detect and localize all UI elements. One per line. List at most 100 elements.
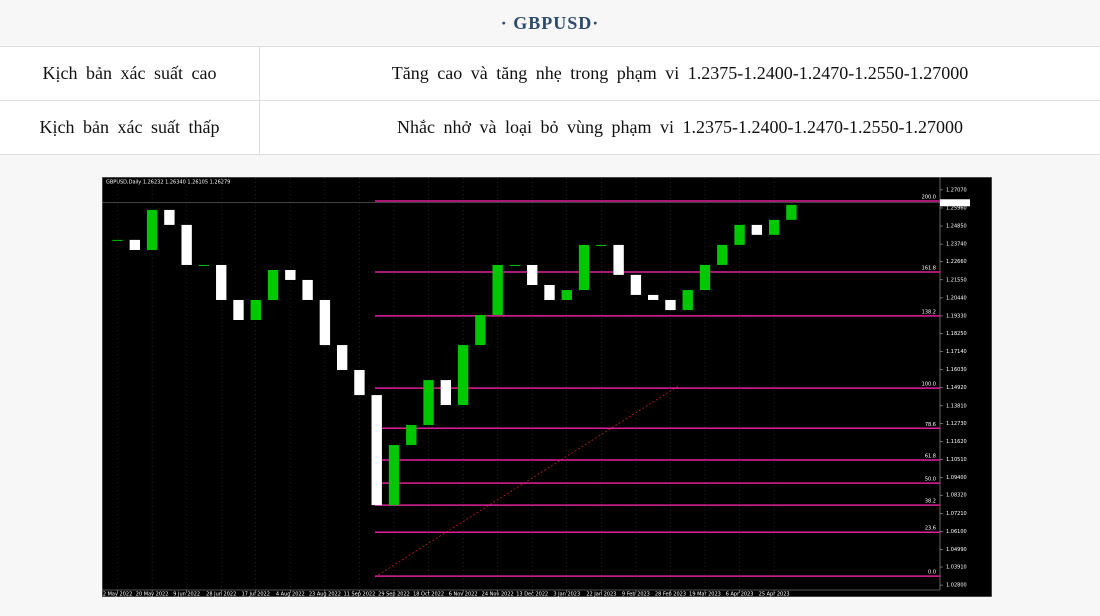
x-tick-label: 9 Feb 2023 <box>622 592 650 598</box>
y-tick-label: 1.04990 <box>946 547 967 553</box>
x-tick-label: 13 Dec 2022 <box>516 592 548 598</box>
x-tick-label: 28 Jun 2022 <box>206 592 236 598</box>
candle-body <box>475 314 486 346</box>
x-tick-label: 11 Sep 2022 <box>344 592 376 598</box>
y-tick-label: 1.03910 <box>946 565 967 571</box>
candle-body <box>786 204 797 220</box>
y-tick-label: 1.25960 <box>946 205 967 211</box>
x-tick-label: 6 Nov 2022 <box>449 592 478 598</box>
fib-label: 38.2 <box>925 499 936 505</box>
candle-body <box>129 239 141 250</box>
y-tick-label: 1.22660 <box>946 259 967 265</box>
candle-body <box>406 425 417 446</box>
y-tick-label: 1.06100 <box>946 529 967 535</box>
x-tick-label: 2 May 2022 <box>103 592 132 598</box>
candle-body <box>371 395 382 506</box>
candle-body <box>164 209 175 225</box>
row: Kịch bản xác suất thấp Nhắc nhở và loại b… <box>0 100 1100 155</box>
cell: Kịch bản xác suất thấp <box>0 100 260 155</box>
candle-body <box>699 264 711 291</box>
candle-body <box>181 224 192 265</box>
x-tick-label: 22 Jan 2023 <box>586 592 616 598</box>
y-tick-label: 1.10510 <box>946 457 967 463</box>
fib-label: 138.2 <box>922 309 936 315</box>
row: Kịch bản xác suất cao Tăng cao và tăng nh… <box>0 47 1100 101</box>
candle-body <box>267 270 279 300</box>
current-price-label: 1.26279 <box>943 200 964 206</box>
candle-body <box>388 445 400 506</box>
fib-label: 50.0 <box>925 477 936 483</box>
current-price-tag <box>940 199 970 207</box>
header-title: · GBPUSD· <box>0 0 1100 47</box>
y-tick-label: 1.02800 <box>946 583 967 589</box>
candle-body <box>354 369 365 396</box>
x-tick-label: 4 Aug 2022 <box>276 592 305 598</box>
chart-frame <box>102 177 992 597</box>
y-tick-label: 1.11620 <box>946 439 967 445</box>
cell: Kịch bản xác suất cao <box>0 47 260 101</box>
price-chart: GBPUSD,Daily 1.26232 1.26340 1.26105 1.2… <box>102 177 992 597</box>
scenario-table: Kịch bản xác suất cao Tăng cao và tăng nh… <box>0 47 1100 155</box>
candle-body <box>527 264 538 285</box>
y-tick-label: 1.17140 <box>946 349 967 355</box>
candle-body <box>596 244 607 246</box>
candle-body <box>285 270 296 280</box>
y-tick-label: 1.20440 <box>946 295 967 301</box>
candle-body <box>561 290 572 300</box>
cell: Tăng cao và tăng nhẹ trong phạm vi 1.237… <box>259 47 1100 101</box>
candle-body <box>319 299 331 346</box>
x-tick-label: 19 Mar 2023 <box>689 592 721 598</box>
y-tick-label: 1.14920 <box>946 385 967 391</box>
x-tick-label: 9 Jun 2022 <box>173 592 200 598</box>
candle-body <box>233 299 244 321</box>
y-tick-label: 1.12730 <box>946 421 967 427</box>
x-tick-label: 6 Apr 2023 <box>726 592 754 598</box>
candle-body <box>250 299 261 321</box>
y-tick-label: 1.24850 <box>946 224 967 230</box>
candle-body <box>336 345 348 370</box>
y-tick-label: 1.21550 <box>946 277 967 283</box>
trend-line <box>374 384 681 578</box>
x-tick-label: 24 Nov 2022 <box>482 592 514 598</box>
candle-body <box>302 279 313 300</box>
chart-info: GBPUSD,Daily 1.26232 1.26340 1.26105 1.2… <box>106 180 230 186</box>
cell: Nhắc nhở và loại bỏ vùng phạm vi 1.2375-… <box>259 100 1100 155</box>
x-tick-label: 18 Oct 2022 <box>413 592 444 598</box>
y-tick-label: 1.08320 <box>946 493 967 499</box>
y-tick-label: 1.18250 <box>946 331 967 337</box>
candle-body <box>509 264 521 266</box>
candle-body <box>768 219 780 235</box>
x-tick-label: 25 Apr 2023 <box>759 592 790 598</box>
x-tick-label: 17 Jul 2022 <box>242 592 270 598</box>
candle-body <box>423 380 434 426</box>
candle-body <box>198 264 210 266</box>
fib-label: 200.0 <box>922 194 936 200</box>
candle-body <box>682 290 693 311</box>
y-tick-label: 1.07210 <box>946 511 967 517</box>
x-tick-label: 23 Aug 2022 <box>309 592 341 598</box>
y-tick-label: 1.09400 <box>946 475 967 481</box>
x-tick-label: 29 Sep 2022 <box>378 592 410 598</box>
candle-body <box>492 264 503 315</box>
fib-label: 100.0 <box>922 382 936 388</box>
x-tick-label: 20 May 2022 <box>136 592 169 598</box>
candle-body <box>440 380 452 406</box>
x-tick-label: 3 Jan 2023 <box>553 592 580 598</box>
candle-body <box>665 299 676 311</box>
fib-label: 78.6 <box>925 422 936 428</box>
candle-body <box>717 244 728 265</box>
fib-label: 161.8 <box>922 265 936 271</box>
fib-label: 0.0 <box>928 570 936 576</box>
candle-body <box>112 239 123 241</box>
x-tick-label: 28 Feb 2023 <box>655 592 686 598</box>
candle-body <box>578 244 590 291</box>
y-tick-label: 1.19330 <box>946 313 967 319</box>
y-tick-label: 1.23740 <box>946 242 967 248</box>
y-tick-label: 1.13810 <box>946 403 967 409</box>
y-tick-label: 1.16030 <box>946 367 967 373</box>
fib-label: 61.8 <box>925 454 936 460</box>
candle-body <box>146 209 158 250</box>
candle-body <box>630 274 642 295</box>
candle-body <box>734 224 745 245</box>
